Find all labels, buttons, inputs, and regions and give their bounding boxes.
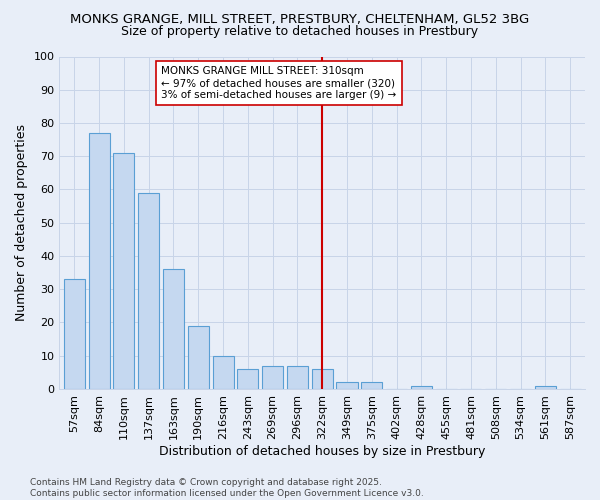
Bar — [64, 279, 85, 389]
Text: MONKS GRANGE MILL STREET: 310sqm
← 97% of detached houses are smaller (320)
3% o: MONKS GRANGE MILL STREET: 310sqm ← 97% o… — [161, 66, 397, 100]
Bar — [113, 153, 134, 389]
Bar — [287, 366, 308, 389]
Bar — [138, 193, 159, 389]
Bar — [262, 366, 283, 389]
Bar — [361, 382, 382, 389]
Y-axis label: Number of detached properties: Number of detached properties — [15, 124, 28, 321]
Bar — [237, 369, 259, 389]
Bar — [535, 386, 556, 389]
Bar — [89, 133, 110, 389]
Text: MONKS GRANGE, MILL STREET, PRESTBURY, CHELTENHAM, GL52 3BG: MONKS GRANGE, MILL STREET, PRESTBURY, CH… — [70, 12, 530, 26]
Text: Size of property relative to detached houses in Prestbury: Size of property relative to detached ho… — [121, 25, 479, 38]
Bar — [212, 356, 233, 389]
Bar — [163, 270, 184, 389]
Bar — [311, 369, 333, 389]
Bar — [337, 382, 358, 389]
Bar — [188, 326, 209, 389]
X-axis label: Distribution of detached houses by size in Prestbury: Distribution of detached houses by size … — [159, 444, 485, 458]
Bar — [411, 386, 432, 389]
Text: Contains HM Land Registry data © Crown copyright and database right 2025.
Contai: Contains HM Land Registry data © Crown c… — [30, 478, 424, 498]
